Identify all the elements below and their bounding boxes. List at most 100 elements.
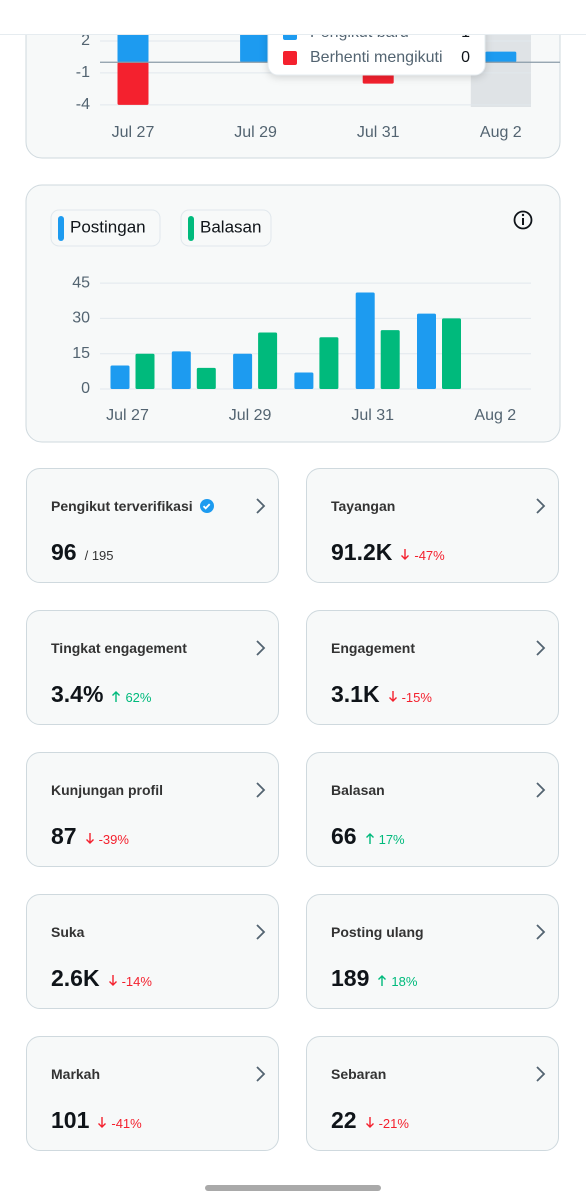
trend-arrow [365,833,374,844]
y-tick-label: 30 [72,310,90,327]
bar [319,337,339,389]
card-title: Kunjungan profil [51,782,163,798]
stat-card[interactable]: Suka 2.6K -14% [26,894,279,1009]
change: -39% [85,832,129,847]
trend-arrow [401,549,410,560]
stat-card[interactable]: Engagement 3.1K -15% [306,610,559,725]
card-title: Tayangan [331,498,396,514]
stat-card[interactable]: Markah 101 -41% [26,1036,279,1151]
bar [117,30,149,63]
value: 189 [331,965,370,991]
legend-swatch [188,216,194,241]
chevron [536,1066,546,1082]
change: -15% [388,690,432,705]
value: 3.4% [51,681,104,707]
change: -21% [365,1116,409,1131]
card-value: 96 / 195 [51,539,114,566]
trend-arrow [85,833,94,844]
change-text: -15% [401,690,432,705]
trend-arrow [112,691,121,702]
change: 17% [365,832,405,847]
stat-card[interactable]: Pengikut terverifikasi 96 / 195 [26,468,279,583]
value: 87 [51,823,77,849]
chevron [536,924,546,940]
card-value: 189 18% [331,965,417,992]
bar [258,332,278,389]
change-text: 17% [378,832,405,847]
stat-card[interactable]: Kunjungan profil 87 -39% [26,752,279,867]
chevron [256,782,266,798]
x-tick-label: Jul 29 [234,124,277,141]
legend-label: Postingan [70,217,146,236]
change-text: -39% [98,832,129,847]
tooltip-label: Berhenti mengikuti [310,49,443,66]
chevron [256,924,266,940]
chevron [536,782,546,798]
change: -14% [108,974,152,989]
y-tick-label: 2 [81,32,90,49]
bar [417,313,436,389]
y-tick-label: -4 [76,96,90,113]
card-value: 66 17% [331,823,405,850]
y-tick-label: 45 [72,274,90,291]
chevron [256,640,266,656]
verified-badge [199,499,214,513]
trend-arrow [365,1117,374,1128]
stat-card[interactable]: Sebaran 22 -21% [306,1036,559,1151]
x-tick-label: Aug 2 [474,407,516,424]
change: -41% [97,1116,142,1131]
card-title: Suka [51,924,85,940]
stat-card[interactable]: Tayangan 91.2K -47% [306,468,559,583]
y-tick-label: 0 [81,380,90,397]
card-value: 91.2K -47% [331,539,445,566]
info-icon[interactable] [513,210,533,230]
card-title: Pengikut terverifikasi [51,498,216,514]
change-text: -47% [414,548,445,563]
legend-pill[interactable] [180,209,272,247]
y-tick-label: 15 [72,345,90,362]
stat-card[interactable]: Posting ulang 189 18% [306,894,559,1009]
change-text: 18% [391,974,418,989]
bar [117,62,149,105]
bar [171,351,191,389]
y-tick-label: -1 [76,64,90,81]
chevron [256,1066,266,1082]
x-tick-label: Jul 27 [112,124,155,141]
card-value: 3.1K -15% [331,681,432,708]
x-tick-label: Jul 31 [357,124,400,141]
x-tick-label: Jul 31 [351,407,394,424]
header-cover [0,0,586,34]
x-tick-label: Jul 29 [229,407,272,424]
card-value: 87 -39% [51,823,129,850]
bar [110,365,130,389]
card-value: 2.6K -14% [51,965,152,992]
legend-pill[interactable] [50,209,161,247]
chevron [256,498,266,514]
trend-arrow [388,691,397,702]
bar [240,30,272,63]
tooltip-swatch [283,51,297,65]
trend-arrow [378,975,387,986]
stat-card[interactable]: Tingkat engagement 3.4% 62% [26,610,279,725]
change-text: -21% [378,1116,409,1131]
chart-1: 0 15 30 45 Jul 27 Jul 29 Jul 31 Aug 2 Postingan B… [50,209,531,424]
change: 62% [111,690,151,705]
bar [485,51,517,63]
x-tick-label: Aug 2 [480,124,522,141]
value: 22 [331,1107,357,1133]
total: / 195 [84,548,114,563]
x-tick-label: Jul 27 [106,407,149,424]
chevron [536,640,546,656]
card-title: Engagement [331,640,416,656]
bar [355,292,375,389]
value: 91.2K [331,539,393,565]
bar [233,353,253,389]
bar [135,353,155,389]
stat-card[interactable]: Balasan 66 17% [306,752,559,867]
value: 3.1K [331,681,380,707]
card-title: Posting ulang [331,924,424,940]
change-text: -41% [111,1116,142,1131]
bar [294,372,314,389]
